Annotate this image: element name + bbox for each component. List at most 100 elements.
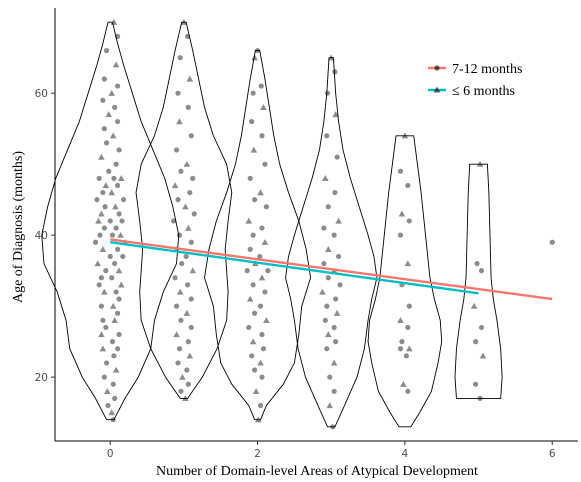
data-point-circle bbox=[403, 353, 409, 359]
data-point-circle bbox=[188, 133, 194, 139]
data-point-triangle bbox=[246, 295, 254, 302]
data-point-circle bbox=[92, 239, 99, 245]
x-tick-label: 4 bbox=[402, 448, 409, 460]
data-point-circle bbox=[115, 310, 121, 316]
data-point-circle bbox=[101, 76, 107, 82]
tick-layer: 0 2 4 6 20 40 60 bbox=[35, 88, 556, 460]
data-point-circle bbox=[335, 253, 342, 260]
data-point-circle bbox=[247, 246, 253, 252]
data-point-triangle bbox=[112, 203, 119, 210]
data-point-circle bbox=[173, 147, 180, 153]
data-point-triangle bbox=[401, 132, 409, 139]
data-point-triangle bbox=[99, 246, 107, 252]
data-point-circle bbox=[399, 339, 405, 345]
data-point-circle bbox=[259, 331, 265, 338]
violin-1 bbox=[135, 21, 233, 399]
data-point-circle bbox=[257, 402, 264, 409]
data-point-circle bbox=[185, 339, 191, 345]
data-point-triangle bbox=[108, 189, 116, 196]
data-point-circle bbox=[175, 360, 181, 366]
data-point-circle bbox=[397, 346, 404, 352]
data-point-circle bbox=[244, 268, 250, 274]
axes-layer bbox=[54, 8, 578, 442]
data-point-triangle bbox=[186, 352, 194, 359]
data-point-circle bbox=[98, 303, 105, 309]
data-point-circle bbox=[473, 381, 479, 387]
data-point-circle bbox=[116, 211, 122, 217]
data-point-circle bbox=[188, 324, 194, 331]
data-point-triangle bbox=[117, 231, 124, 238]
data-point-triangle bbox=[327, 54, 335, 61]
data-point-triangle bbox=[105, 111, 113, 118]
data-point-circle bbox=[120, 197, 127, 203]
data-point-triangle bbox=[111, 317, 118, 323]
trend-layer bbox=[110, 238, 553, 301]
data-point-circle bbox=[406, 303, 412, 309]
data-point-triangle bbox=[333, 309, 341, 316]
data-point-circle bbox=[405, 388, 411, 394]
data-point-triangle bbox=[404, 260, 412, 267]
data-point-circle bbox=[112, 260, 118, 267]
data-point-triangle bbox=[104, 388, 111, 394]
data-point-circle bbox=[103, 140, 110, 146]
data-point-triangle bbox=[400, 380, 407, 387]
data-point-circle bbox=[107, 218, 113, 224]
data-point-triangle bbox=[115, 267, 123, 274]
data-point-circle bbox=[115, 33, 121, 39]
data-point-triangle bbox=[102, 182, 110, 189]
data-point-circle bbox=[184, 367, 190, 373]
data-point-circle bbox=[115, 182, 121, 189]
data-point-circle bbox=[333, 339, 339, 345]
data-point-circle bbox=[252, 310, 258, 316]
data-point-circle bbox=[187, 189, 193, 196]
data-point-circle bbox=[250, 282, 256, 288]
data-point-triangle bbox=[108, 409, 116, 416]
data-point-circle bbox=[188, 239, 194, 245]
data-point-triangle bbox=[98, 153, 105, 160]
data-point-circle bbox=[191, 211, 197, 217]
data-point-circle bbox=[173, 303, 180, 309]
data-point-circle bbox=[100, 189, 106, 196]
data-point-triangle bbox=[109, 302, 117, 309]
data-point-circle bbox=[250, 232, 256, 238]
data-point-circle bbox=[183, 253, 189, 260]
data-point-circle bbox=[331, 324, 337, 331]
data-point-circle bbox=[322, 317, 328, 323]
data-point-circle bbox=[331, 232, 337, 238]
data-point-circle bbox=[176, 232, 183, 238]
data-point-triangle bbox=[189, 267, 197, 274]
data-point-circle bbox=[111, 353, 117, 359]
data-point-circle bbox=[405, 324, 411, 331]
data-point-triangle bbox=[186, 75, 194, 82]
data-point-circle bbox=[100, 317, 106, 323]
data-point-circle bbox=[321, 225, 327, 231]
data-point-circle bbox=[115, 83, 121, 89]
data-point-circle bbox=[101, 225, 107, 231]
data-point-circle bbox=[116, 296, 122, 302]
data-point-circle bbox=[110, 381, 116, 387]
data-point-circle bbox=[101, 126, 107, 132]
data-point-circle bbox=[109, 232, 116, 238]
data-point-circle bbox=[101, 374, 107, 380]
data-point-circle bbox=[113, 289, 119, 295]
data-point-triangle bbox=[470, 302, 478, 309]
data-point-circle bbox=[262, 289, 268, 295]
data-point-circle bbox=[549, 239, 555, 245]
violin-5 bbox=[454, 163, 503, 399]
data-point-circle bbox=[325, 275, 331, 281]
data-point-circle bbox=[103, 268, 109, 274]
data-point-triangle bbox=[319, 288, 326, 295]
data-point-circle bbox=[120, 253, 126, 260]
data-point-circle bbox=[115, 246, 121, 252]
data-point-triangle bbox=[99, 345, 107, 352]
data-point-circle bbox=[109, 339, 116, 345]
data-point-circle bbox=[112, 104, 118, 110]
violin-layer bbox=[41, 21, 503, 428]
legend: 7-12 months ≤ 6 months bbox=[428, 62, 522, 99]
data-point-circle bbox=[94, 197, 100, 203]
data-point-circle bbox=[119, 218, 125, 224]
legend-key-triangle bbox=[433, 86, 441, 93]
data-point-circle bbox=[190, 175, 196, 181]
